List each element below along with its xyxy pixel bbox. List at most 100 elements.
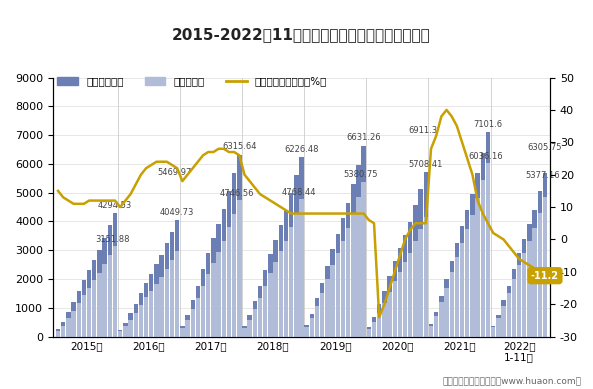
Bar (501, 306, 506, 336)
Bar (398, 248, 402, 336)
Bar (377, 313, 381, 336)
Bar (465, 229, 470, 336)
Bar (118, 329, 122, 336)
Bar (393, 261, 397, 336)
Legend: 房地产投资额, 住宅投资额, 房地产投资额增速（%）: 房地产投资额, 住宅投资额, 房地产投资额增速（%） (53, 72, 331, 91)
Bar (439, 296, 444, 336)
Bar (170, 260, 174, 336)
Bar (201, 269, 205, 336)
Bar (512, 279, 516, 336)
Bar (356, 165, 361, 336)
Bar (506, 286, 511, 336)
Bar (496, 318, 500, 336)
Bar (439, 302, 444, 336)
房地产投资额增速（%） (417, 221, 424, 226)
Bar (107, 225, 112, 336)
Bar (480, 152, 485, 336)
Bar (206, 253, 211, 336)
Bar (180, 328, 184, 336)
Bar (351, 184, 356, 336)
Bar (330, 249, 335, 336)
Bar (341, 218, 345, 336)
Text: 4768.44: 4768.44 (282, 188, 316, 197)
Text: 7101.6: 7101.6 (473, 120, 502, 129)
Bar (310, 314, 314, 336)
Bar (216, 252, 221, 336)
Bar (160, 255, 164, 336)
Bar (216, 224, 221, 336)
Bar (444, 279, 449, 336)
Bar (299, 199, 304, 336)
Bar (315, 298, 319, 336)
Bar (97, 273, 101, 336)
Bar (320, 283, 324, 336)
房地产投资额增速（%） (375, 315, 382, 319)
Bar (154, 264, 159, 336)
Bar (258, 286, 262, 336)
Text: 6305.75: 6305.75 (528, 143, 562, 152)
Bar (491, 327, 495, 336)
Bar (190, 309, 195, 336)
Bar (517, 265, 521, 336)
Text: 制图：华经产业研究院（www.huaon.com）: 制图：华经产业研究院（www.huaon.com） (442, 376, 581, 385)
Bar (97, 250, 101, 336)
Bar (362, 146, 366, 336)
Bar (533, 210, 537, 336)
Bar (149, 291, 154, 336)
Bar (336, 253, 340, 336)
Bar (408, 252, 413, 336)
Text: -11.2: -11.2 (531, 271, 559, 281)
Bar (243, 328, 247, 336)
Bar (175, 220, 179, 336)
Bar (139, 305, 143, 336)
Bar (527, 224, 532, 336)
Bar (227, 191, 231, 336)
Bar (429, 324, 433, 336)
Bar (144, 298, 148, 336)
Title: 2015-2022年11月河南房地产投资额及住宅投资额: 2015-2022年11月河南房地产投资额及住宅投资额 (172, 27, 431, 42)
Bar (419, 229, 423, 336)
Bar (160, 277, 164, 336)
Bar (429, 326, 433, 336)
Bar (211, 238, 216, 336)
Bar (486, 163, 490, 336)
Bar (434, 312, 438, 336)
Bar (232, 214, 237, 336)
Bar (92, 280, 97, 336)
Bar (180, 326, 184, 336)
Bar (496, 315, 500, 336)
Bar (538, 213, 542, 336)
Bar (455, 243, 459, 336)
Bar (123, 322, 127, 336)
Bar (128, 319, 133, 336)
Bar (543, 197, 547, 336)
Bar (470, 215, 474, 336)
Bar (336, 233, 340, 336)
Bar (330, 265, 335, 336)
Bar (403, 262, 407, 336)
Bar (56, 329, 60, 336)
Bar (398, 272, 402, 336)
Bar (76, 291, 81, 336)
Bar (113, 246, 117, 336)
Bar (268, 254, 273, 336)
Bar (527, 241, 532, 336)
Text: 6036.16: 6036.16 (468, 152, 503, 161)
Bar (56, 331, 60, 336)
Bar (190, 300, 195, 336)
Text: 4049.73: 4049.73 (160, 208, 195, 217)
Bar (71, 302, 76, 336)
Bar (362, 182, 366, 336)
Bar (263, 270, 267, 336)
Bar (66, 312, 71, 336)
房地产投资额增速（%） (55, 189, 62, 193)
Bar (304, 327, 309, 336)
Bar (133, 313, 138, 336)
Bar (460, 226, 464, 336)
Bar (87, 270, 91, 336)
Bar (372, 317, 376, 336)
Bar (486, 132, 490, 336)
Bar (289, 227, 294, 336)
Bar (533, 228, 537, 336)
Bar (66, 319, 71, 336)
